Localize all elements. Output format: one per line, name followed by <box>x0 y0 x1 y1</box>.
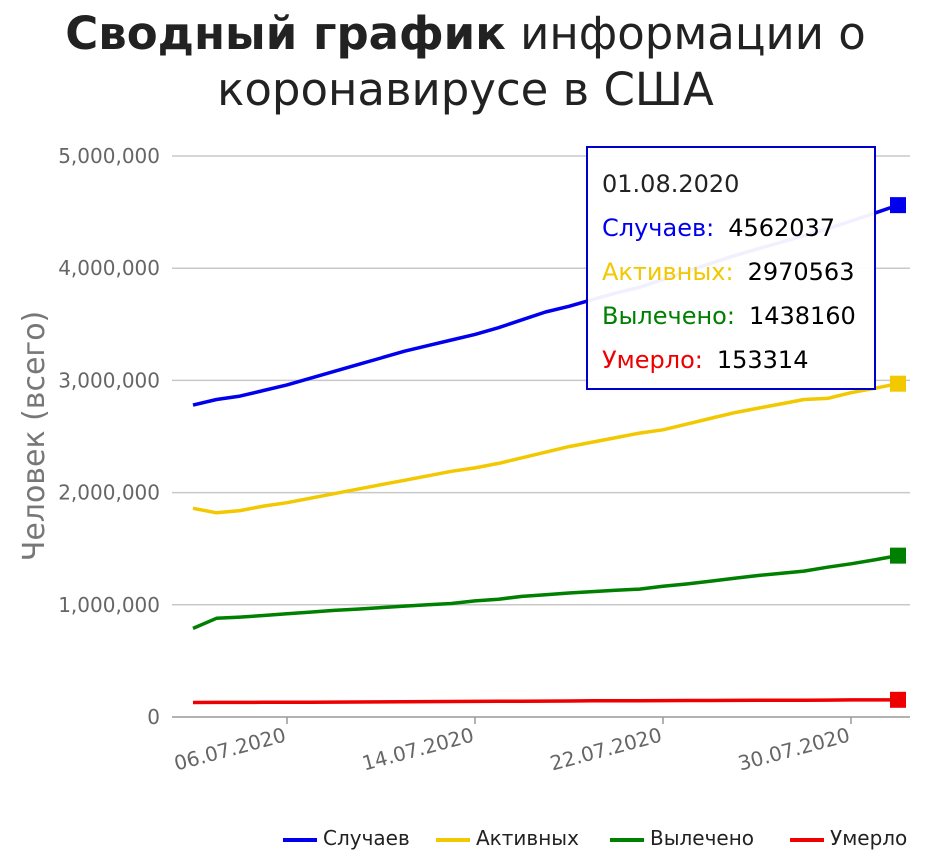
series-line[interactable] <box>192 553 899 631</box>
x-tick-label: 22.07.2020 <box>547 723 664 776</box>
y-axis-label: Человек (всего) <box>17 311 52 562</box>
legend-swatch <box>283 837 317 842</box>
chart-title-rest: информации о коронавирусе в США <box>217 7 866 116</box>
legend-label: Умерло <box>830 826 908 850</box>
legend-swatch <box>610 837 644 842</box>
series-end-marker[interactable] <box>890 547 906 564</box>
series-end-marker[interactable] <box>890 197 906 214</box>
tooltip-value: 153314 <box>716 346 809 374</box>
legend-swatch <box>436 837 470 842</box>
y-tick-label: 0 <box>147 705 160 729</box>
series-end-marker[interactable] <box>890 691 906 708</box>
chart-title-bold: Сводный график <box>65 7 506 60</box>
legend-label: Случаев <box>323 826 410 850</box>
tooltip-row: Случаев: 4562037 <box>602 214 835 242</box>
chart-title: Сводный график информации о коронавирусе… <box>0 6 931 118</box>
data-tooltip: 01.08.2020 Случаев: 4562037 Активных: 29705… <box>586 146 876 390</box>
legend-item[interactable]: Активных <box>436 826 579 850</box>
series-line[interactable] <box>192 698 899 705</box>
y-tick-label: 3,000,000 <box>58 368 160 392</box>
end-markers <box>890 197 906 708</box>
x-tick-label: 14.07.2020 <box>359 723 476 776</box>
tooltip-label: Активных: <box>602 258 734 286</box>
y-tick-label: 1,000,000 <box>58 593 160 617</box>
tooltip-value: 4562037 <box>728 214 836 242</box>
series-end-marker[interactable] <box>890 375 906 392</box>
tooltip-label: Вылечено: <box>602 302 735 330</box>
legend-item[interactable]: Вылечено <box>610 826 754 850</box>
tooltip-value: 2970563 <box>747 258 855 286</box>
series-line[interactable] <box>192 381 899 515</box>
legend-item[interactable]: Случаев <box>283 826 410 850</box>
tooltip-row: Вылечено: 1438160 <box>602 302 856 330</box>
legend-label: Активных <box>476 826 579 850</box>
tooltip-value: 1438160 <box>748 302 856 330</box>
legend-item[interactable]: Умерло <box>790 826 907 850</box>
legend-swatch <box>790 837 824 842</box>
tooltip-label: Случаев: <box>602 214 715 242</box>
tooltip-row: Умерло: 153314 <box>602 346 808 374</box>
y-tick-label: 4,000,000 <box>58 256 160 280</box>
y-tick-labels: 0 1,000,000 2,000,000 3,000,000 4,000,000 5,0… <box>58 144 160 729</box>
x-tick-label: 06.07.2020 <box>171 723 288 776</box>
tooltip-row: Активных: 2970563 <box>602 258 854 286</box>
tooltip-date: 01.08.2020 <box>602 170 740 198</box>
x-tick-labels: 06.07.2020 14.07.2020 22.07.2020 30.07.2020 <box>171 717 852 775</box>
legend-label: Вылечено <box>650 826 755 850</box>
tooltip-label: Умерло: <box>602 346 703 374</box>
y-tick-label: 5,000,000 <box>58 144 160 168</box>
x-tick-label: 30.07.2020 <box>735 723 852 776</box>
y-tick-label: 2,000,000 <box>58 481 160 505</box>
